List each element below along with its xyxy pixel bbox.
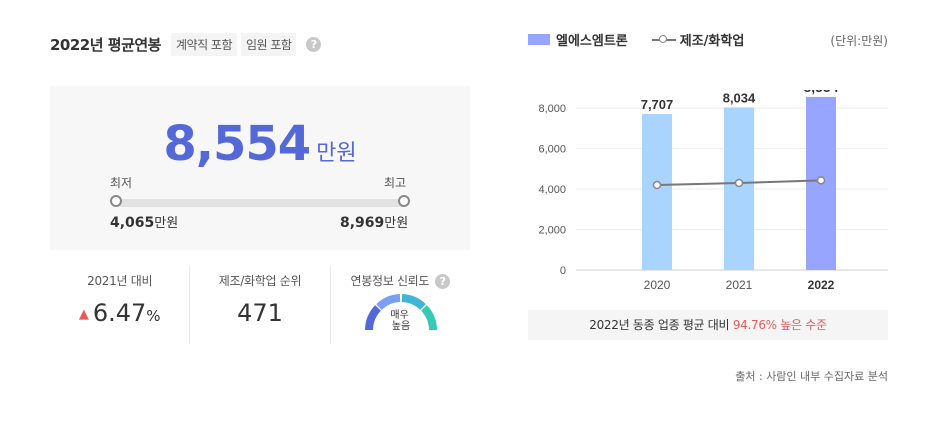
gauge-text-line-1: 매우 bbox=[390, 309, 408, 321]
average-salary-box: 8,554 만원 최저 최고 4,065만원 8,969만원 bbox=[50, 86, 470, 250]
stat-rank-value: 471 bbox=[237, 299, 283, 327]
gauge-text-line-2: 높음 bbox=[391, 320, 409, 332]
y-tick-label: 2,000 bbox=[538, 225, 566, 237]
comparison-note: 2022년 동종 업종 평균 대비 94.76% 높은 수준 bbox=[528, 310, 888, 340]
industry-point bbox=[734, 178, 744, 188]
industry-point bbox=[652, 180, 662, 190]
legend-bar-swatch bbox=[528, 33, 550, 45]
max-salary-value: 8,969 bbox=[340, 215, 385, 231]
gauge-segment-3 bbox=[401, 294, 426, 311]
legend-bar-label: 엘에스엠트론 bbox=[556, 33, 628, 49]
y-tick-label: 0 bbox=[560, 265, 566, 277]
reliability-gauge: 매우 높음 bbox=[364, 294, 437, 332]
stat-yoy-label: 2021년 대비 bbox=[87, 274, 153, 288]
x-tick-label: 2021 bbox=[726, 278, 753, 292]
bar-value-label: 8,554 bbox=[803, 90, 838, 95]
legend-line-swatch bbox=[651, 34, 676, 44]
stat-yoy: 2021년 대비 ▲ 6.47% bbox=[50, 266, 189, 344]
stat-yoy-value: 6.47 bbox=[92, 299, 147, 327]
max-salary-unit: 만원 bbox=[384, 216, 409, 231]
average-salary-unit: 만원 bbox=[316, 141, 357, 166]
gauge-segment-4 bbox=[420, 305, 437, 331]
stat-rank-label: 제조/화학업 순위 bbox=[218, 274, 302, 288]
help-icon[interactable]: ? bbox=[306, 36, 322, 52]
bar bbox=[642, 114, 672, 270]
stat-yoy-value-row: ▲ 6.47% bbox=[50, 299, 189, 327]
y-tick-label: 8,000 bbox=[538, 103, 566, 115]
y-tick-label: 6,000 bbox=[538, 144, 566, 156]
salary-panel: 2022년 평균연봉 계약직 포함 임원 포함 ? 8,554 만원 최저 최고 … bbox=[50, 30, 470, 344]
y-tick-label: 4,000 bbox=[538, 184, 566, 196]
chart-panel: 엘에스엠트론 제조/화학업 (단위:만원) 0 2,000 4,000 6,000 8,… bbox=[528, 28, 888, 383]
stat-reliability: 연봉정보 신뢰도? 매우 높음 bbox=[329, 266, 470, 344]
source-text: 출처 : 사람인 내부 수집자료 분석 bbox=[735, 370, 888, 383]
stat-reliability-header: 연봉정보 신뢰도? bbox=[331, 272, 470, 289]
legend-line-label: 제조/화학업 bbox=[679, 33, 745, 49]
x-tick-label: 2020 bbox=[644, 278, 671, 292]
stat-reliability-label: 연봉정보 신뢰도 bbox=[350, 274, 430, 288]
stat-rank: 제조/화학업 순위 471 bbox=[189, 266, 329, 344]
page-title: 2022년 평균연봉 bbox=[50, 35, 161, 54]
comparison-highlight: 94.76% 높은 수준 bbox=[732, 318, 827, 332]
max-label: 최고 bbox=[384, 176, 407, 190]
x-tick-label: 2022 bbox=[808, 278, 835, 292]
up-arrow-icon: ▲ bbox=[78, 306, 89, 322]
bar-value-label: 8,034 bbox=[723, 90, 756, 105]
average-salary-value: 8,554 bbox=[163, 116, 311, 172]
unit-label: (단위:만원) bbox=[830, 34, 888, 48]
salary-range-bar bbox=[116, 199, 406, 207]
help-icon[interactable]: ? bbox=[435, 274, 451, 289]
chart-legend: 엘에스엠트론 제조/화학업 bbox=[528, 28, 888, 50]
min-label: 최저 bbox=[110, 176, 133, 190]
bar bbox=[724, 107, 754, 270]
tag-exec-included: 임원 포함 bbox=[241, 32, 297, 56]
min-salary-value: 4,065 bbox=[110, 215, 155, 231]
gauge-text: 매우 높음 bbox=[390, 309, 411, 332]
gauge-segment-2 bbox=[375, 294, 401, 311]
comparison-prefix: 2022년 동종 업종 평균 대비 bbox=[589, 318, 730, 332]
max-salary: 8,969만원 bbox=[340, 212, 408, 231]
industry-point bbox=[816, 176, 826, 185]
min-salary: 4,065만원 bbox=[110, 212, 178, 231]
min-salary-unit: 만원 bbox=[154, 216, 179, 231]
salary-header: 2022년 평균연봉 계약직 포함 임원 포함 ? bbox=[50, 30, 470, 58]
salary-chart: 0 2,000 4,000 6,000 8,000 7,707 2020 8,034 2021 8… bbox=[538, 90, 888, 292]
stat-yoy-suffix: % bbox=[146, 307, 161, 325]
gauge-segment-1 bbox=[364, 305, 381, 331]
max-marker bbox=[398, 195, 410, 207]
tag-contract-included: 계약직 포함 bbox=[170, 32, 237, 56]
salary-stats: 2021년 대비 ▲ 6.47% 제조/화학업 순위 471 연봉정보 신뢰도? … bbox=[50, 266, 470, 344]
min-marker bbox=[110, 195, 122, 207]
bar-value-label: 7,707 bbox=[641, 97, 674, 112]
average-salary: 8,554 만원 bbox=[50, 116, 470, 172]
